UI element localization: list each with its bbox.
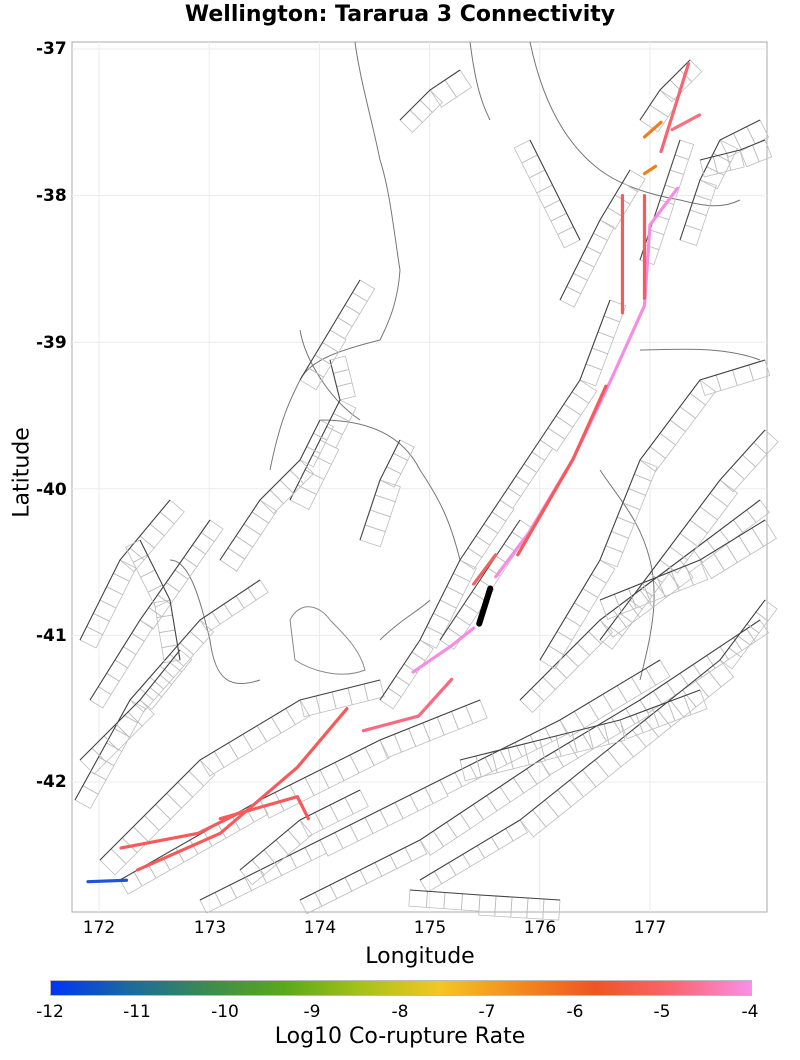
y-tick: -42	[36, 772, 67, 792]
rupture-path	[218, 795, 310, 821]
chart-title: Wellington: Tararua 3 Connectivity	[184, 2, 616, 27]
rupture-path	[642, 164, 658, 176]
source-fault-tararua-3	[476, 585, 494, 627]
y-tick: -37	[36, 39, 67, 59]
rupture-path	[642, 120, 663, 139]
colorbar-tick: -8	[391, 1002, 409, 1022]
y-tick: -41	[36, 626, 67, 646]
colorbar-tick: -12	[36, 1002, 64, 1022]
rupture-path	[659, 62, 691, 154]
colorbar-tick: -7	[478, 1002, 496, 1022]
colorbar-label: Log10 Co-rupture Rate	[274, 1024, 526, 1049]
rupture-path	[135, 707, 349, 872]
rupture-path	[516, 384, 608, 557]
x-tick: 175	[413, 918, 447, 938]
x-tick: 173	[193, 918, 227, 938]
y-tick: -39	[36, 333, 67, 353]
colorbar-tick: -9	[303, 1002, 321, 1022]
colorbar	[50, 980, 752, 996]
rupture-path	[472, 553, 498, 586]
x-tick: 177	[633, 918, 667, 938]
grid-lines	[72, 42, 767, 912]
colorbar-tick: -4	[741, 1002, 759, 1022]
rupture-path	[361, 677, 454, 733]
rupture-path	[411, 626, 476, 674]
colorbar-tick: -6	[566, 1002, 584, 1022]
x-tick: 174	[303, 918, 337, 938]
y-tick: -40	[36, 480, 67, 500]
plot-frame	[71, 41, 768, 913]
x-tick: 176	[523, 918, 557, 938]
x-tick: 172	[82, 918, 116, 938]
fault-network	[74, 59, 779, 921]
rupture-path	[86, 878, 129, 884]
rupture-paths	[86, 62, 702, 884]
colorbar-tick: -10	[211, 1002, 239, 1022]
y-tick: -38	[36, 186, 67, 206]
colorbar-tick: -11	[123, 1002, 151, 1022]
rupture-path	[119, 809, 244, 850]
rupture-path	[670, 113, 702, 132]
y-axis-label: Latitude	[9, 427, 35, 518]
colorbar-tick: -5	[653, 1002, 671, 1022]
coastline	[169, 41, 761, 685]
x-axis-label: Longitude	[365, 944, 475, 969]
